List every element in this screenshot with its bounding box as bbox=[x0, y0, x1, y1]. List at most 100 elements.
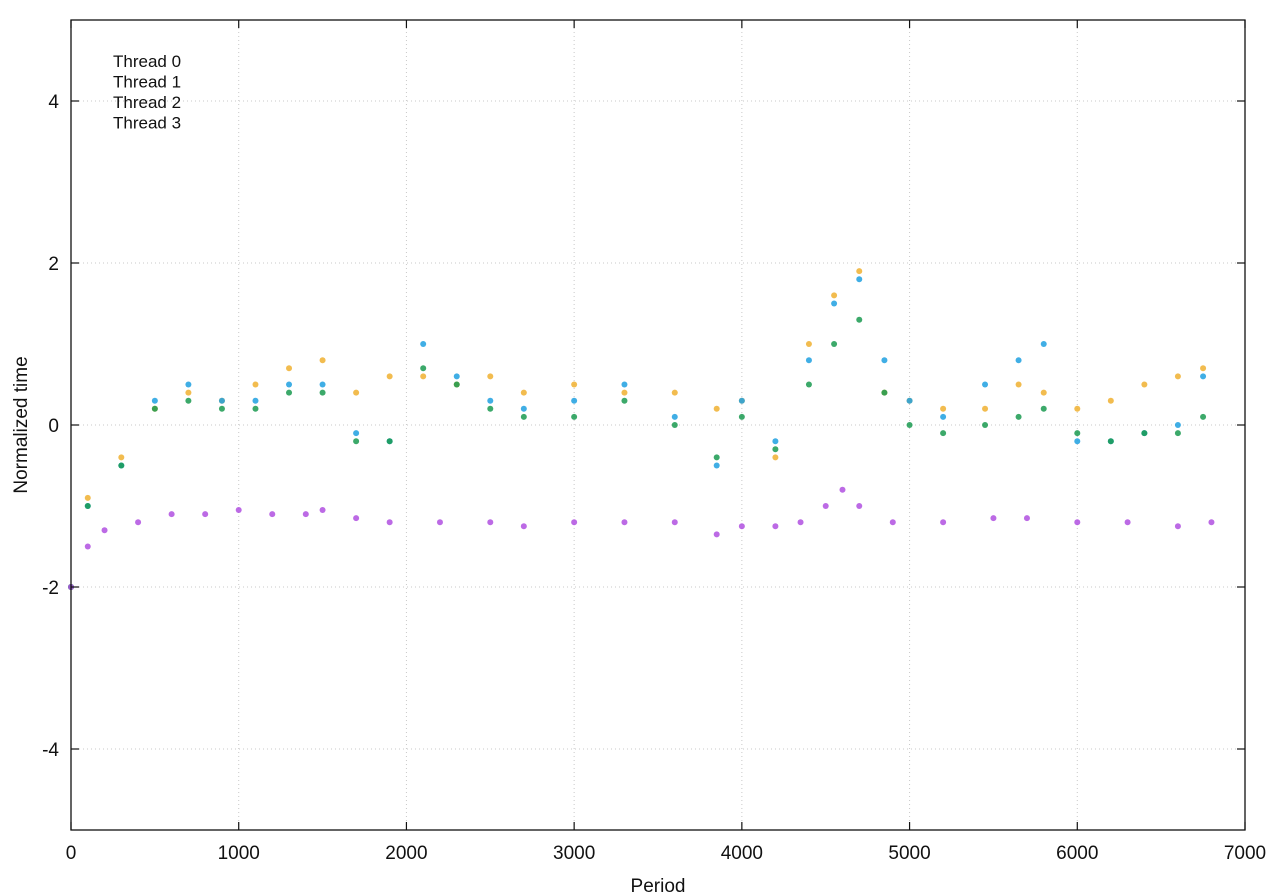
data-point bbox=[487, 397, 494, 404]
data-point bbox=[881, 357, 888, 364]
data-point bbox=[839, 486, 846, 493]
y-tick-label: -4 bbox=[42, 740, 59, 761]
legend-entry: Thread 0 bbox=[113, 52, 181, 71]
data-point bbox=[487, 373, 494, 380]
data-point bbox=[713, 531, 720, 538]
data-point bbox=[235, 507, 242, 514]
data-point bbox=[135, 519, 142, 526]
data-point bbox=[185, 389, 192, 396]
data-point bbox=[1124, 519, 1131, 526]
data-point bbox=[84, 494, 91, 501]
data-point bbox=[520, 389, 527, 396]
data-point bbox=[671, 422, 678, 428]
data-point bbox=[168, 511, 175, 518]
y-axis-label: Normalized time bbox=[11, 356, 32, 493]
data-point bbox=[386, 373, 393, 380]
data-point bbox=[772, 438, 779, 445]
data-point bbox=[621, 519, 628, 526]
data-point bbox=[797, 519, 804, 526]
data-point bbox=[319, 357, 326, 364]
data-point bbox=[202, 511, 209, 518]
data-point bbox=[856, 276, 863, 283]
data-point bbox=[738, 523, 745, 530]
data-point bbox=[822, 503, 829, 509]
data-point bbox=[805, 357, 812, 364]
data-point bbox=[940, 519, 947, 526]
data-point bbox=[856, 316, 863, 323]
data-point bbox=[906, 422, 913, 428]
data-point bbox=[982, 405, 989, 412]
data-point bbox=[1107, 397, 1114, 404]
data-point bbox=[990, 515, 997, 522]
data-point bbox=[1141, 381, 1148, 388]
data-point bbox=[286, 381, 293, 388]
data-point bbox=[940, 430, 947, 437]
data-point bbox=[1074, 430, 1081, 437]
data-point bbox=[1015, 357, 1022, 364]
data-point bbox=[1107, 438, 1114, 445]
data-point bbox=[286, 365, 293, 372]
x-tick-label: 7000 bbox=[1224, 843, 1266, 864]
data-point bbox=[805, 341, 812, 347]
series-0-points bbox=[68, 486, 1215, 590]
data-point bbox=[1040, 341, 1047, 347]
data-point bbox=[1015, 413, 1022, 420]
data-point bbox=[1200, 365, 1207, 372]
data-point bbox=[453, 381, 460, 388]
axis-ticks: 0 1000 2000 3000 4000 5000 6000 7000 -4 -2 0 2 4 bbox=[42, 20, 1266, 864]
data-point bbox=[713, 454, 720, 461]
y-tick-label: 0 bbox=[48, 416, 59, 437]
data-point bbox=[1174, 422, 1181, 428]
data-point bbox=[713, 405, 720, 412]
data-point bbox=[1141, 430, 1148, 437]
y-tick-label: 2 bbox=[48, 254, 59, 275]
data-point bbox=[671, 413, 678, 420]
data-point bbox=[772, 446, 779, 453]
data-point bbox=[487, 519, 494, 526]
data-point bbox=[571, 397, 578, 404]
x-tick-label: 3000 bbox=[553, 843, 595, 864]
data-point bbox=[1200, 413, 1207, 420]
data-point bbox=[520, 413, 527, 420]
data-point bbox=[621, 381, 628, 388]
data-point bbox=[671, 389, 678, 396]
series-1-points bbox=[68, 276, 1207, 590]
data-point bbox=[982, 381, 989, 388]
data-point bbox=[738, 413, 745, 420]
data-point bbox=[386, 519, 393, 526]
data-point bbox=[940, 413, 947, 420]
x-tick-label: 0 bbox=[66, 843, 77, 864]
x-tick-label: 1000 bbox=[218, 843, 260, 864]
data-point bbox=[118, 454, 125, 461]
x-axis-label: Period bbox=[631, 876, 686, 896]
data-point bbox=[621, 389, 628, 396]
data-point bbox=[520, 523, 527, 530]
data-point bbox=[982, 422, 989, 428]
data-point bbox=[319, 381, 326, 388]
data-point bbox=[571, 381, 578, 388]
data-point bbox=[738, 397, 745, 404]
data-point bbox=[453, 373, 460, 380]
data-point bbox=[353, 438, 360, 445]
data-point bbox=[252, 405, 259, 412]
data-point bbox=[420, 373, 427, 380]
data-point bbox=[520, 405, 527, 412]
x-tick-label: 2000 bbox=[385, 843, 427, 864]
data-point bbox=[571, 413, 578, 420]
data-point bbox=[1208, 519, 1215, 526]
data-point bbox=[571, 519, 578, 526]
data-point bbox=[713, 462, 720, 469]
data-point bbox=[1074, 405, 1081, 412]
data-point bbox=[151, 405, 158, 412]
data-point bbox=[1040, 405, 1047, 412]
data-point bbox=[151, 397, 158, 404]
data-point bbox=[889, 519, 896, 526]
data-point bbox=[302, 511, 309, 518]
y-tick-label: 4 bbox=[48, 92, 59, 113]
data-point bbox=[1174, 430, 1181, 437]
data-point bbox=[1174, 373, 1181, 380]
data-point bbox=[772, 523, 779, 530]
data-point bbox=[218, 405, 225, 412]
data-point bbox=[319, 507, 326, 514]
